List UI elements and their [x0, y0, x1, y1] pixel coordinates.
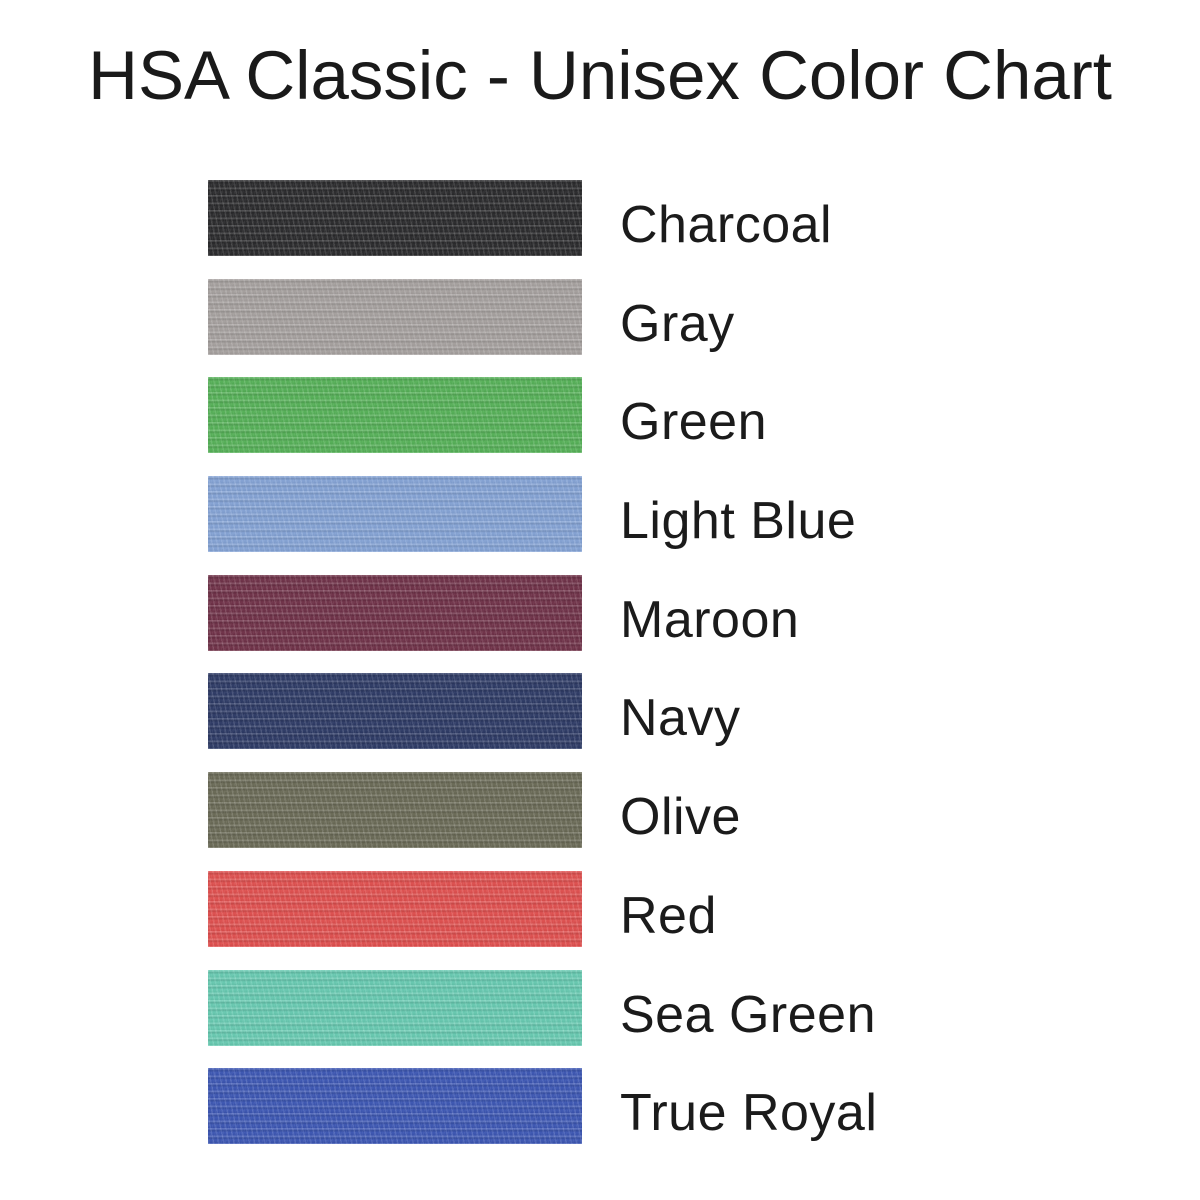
fabric-swatch-maroon	[208, 574, 582, 651]
color-row: Olive	[208, 772, 877, 849]
fabric-swatch-charcoal	[208, 180, 582, 256]
color-name-label: Red	[620, 886, 717, 945]
color-row: Red	[208, 870, 877, 947]
fabric-swatch-red	[208, 870, 582, 947]
color-row: Navy	[208, 673, 877, 750]
color-name-label: Sea Green	[620, 985, 876, 1044]
fabric-swatch-green	[208, 377, 582, 454]
fabric-swatch-true-royal	[208, 1068, 582, 1145]
color-name-label: Charcoal	[620, 196, 833, 254]
fabric-swatch-light-blue	[208, 476, 582, 553]
page-title: HSA Classic - Unisex Color Chart	[88, 37, 1112, 114]
fabric-swatch-olive	[208, 772, 582, 849]
color-name-label: Olive	[620, 788, 741, 847]
color-name-label: True Royal	[620, 1084, 878, 1143]
color-row: Sea Green	[208, 969, 877, 1046]
fabric-swatch-sea-green	[208, 969, 582, 1046]
color-row: Gray	[208, 278, 877, 355]
color-name-label: Maroon	[620, 590, 800, 649]
color-row: Light Blue	[208, 476, 877, 553]
color-row: Maroon	[208, 574, 877, 651]
fabric-swatch-gray	[208, 278, 582, 355]
color-name-label: Green	[620, 393, 768, 452]
color-row: Green	[208, 377, 877, 454]
color-row: Charcoal	[208, 180, 877, 256]
color-name-label: Light Blue	[620, 492, 857, 551]
fabric-swatch-navy	[208, 673, 582, 750]
color-name-label: Gray	[620, 294, 735, 353]
color-row: True Royal	[208, 1068, 878, 1145]
color-name-label: Navy	[620, 689, 741, 748]
color-rows: Charcoal Gray Green Light Blue Maroon Na…	[208, 180, 878, 1145]
